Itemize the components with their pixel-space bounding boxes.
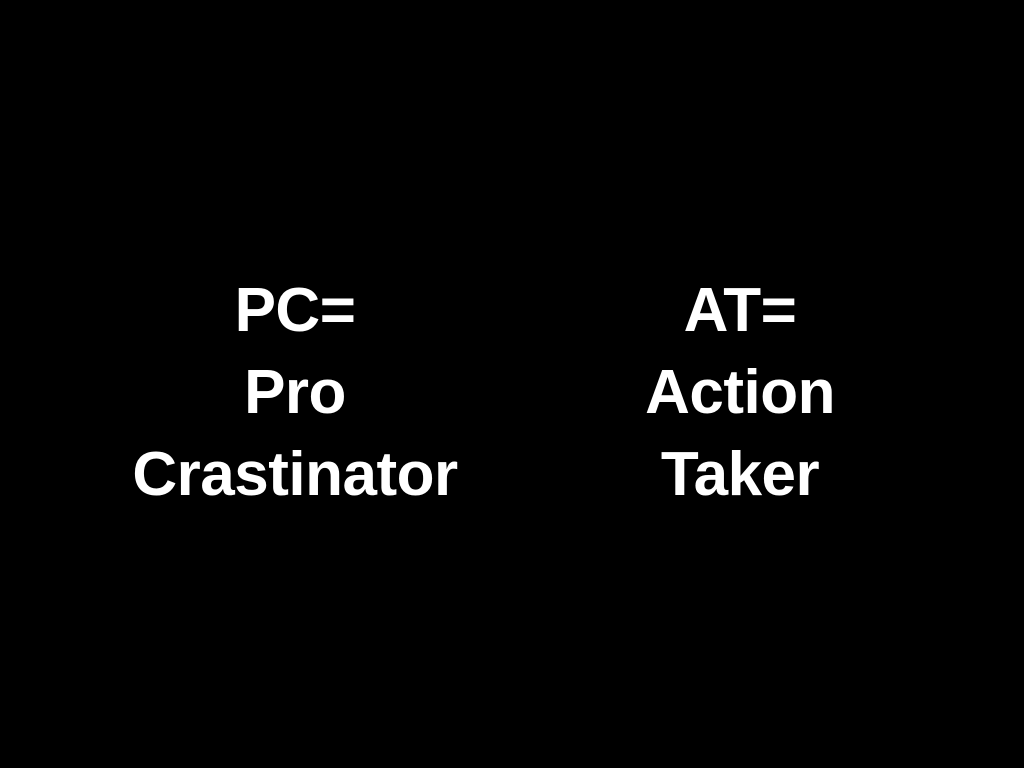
pc-line-pro: Pro [244, 358, 346, 427]
procrastinator-definition: PC= Pro Crastinator [95, 270, 495, 516]
pc-heading: PC= [234, 276, 356, 345]
pc-line-crastinator: Crastinator [132, 440, 458, 509]
at-line-taker: Taker [660, 440, 820, 509]
action-taker-definition: AT= Action Taker [560, 270, 920, 516]
at-line-action: Action [645, 358, 835, 427]
at-heading: AT= [683, 276, 797, 345]
